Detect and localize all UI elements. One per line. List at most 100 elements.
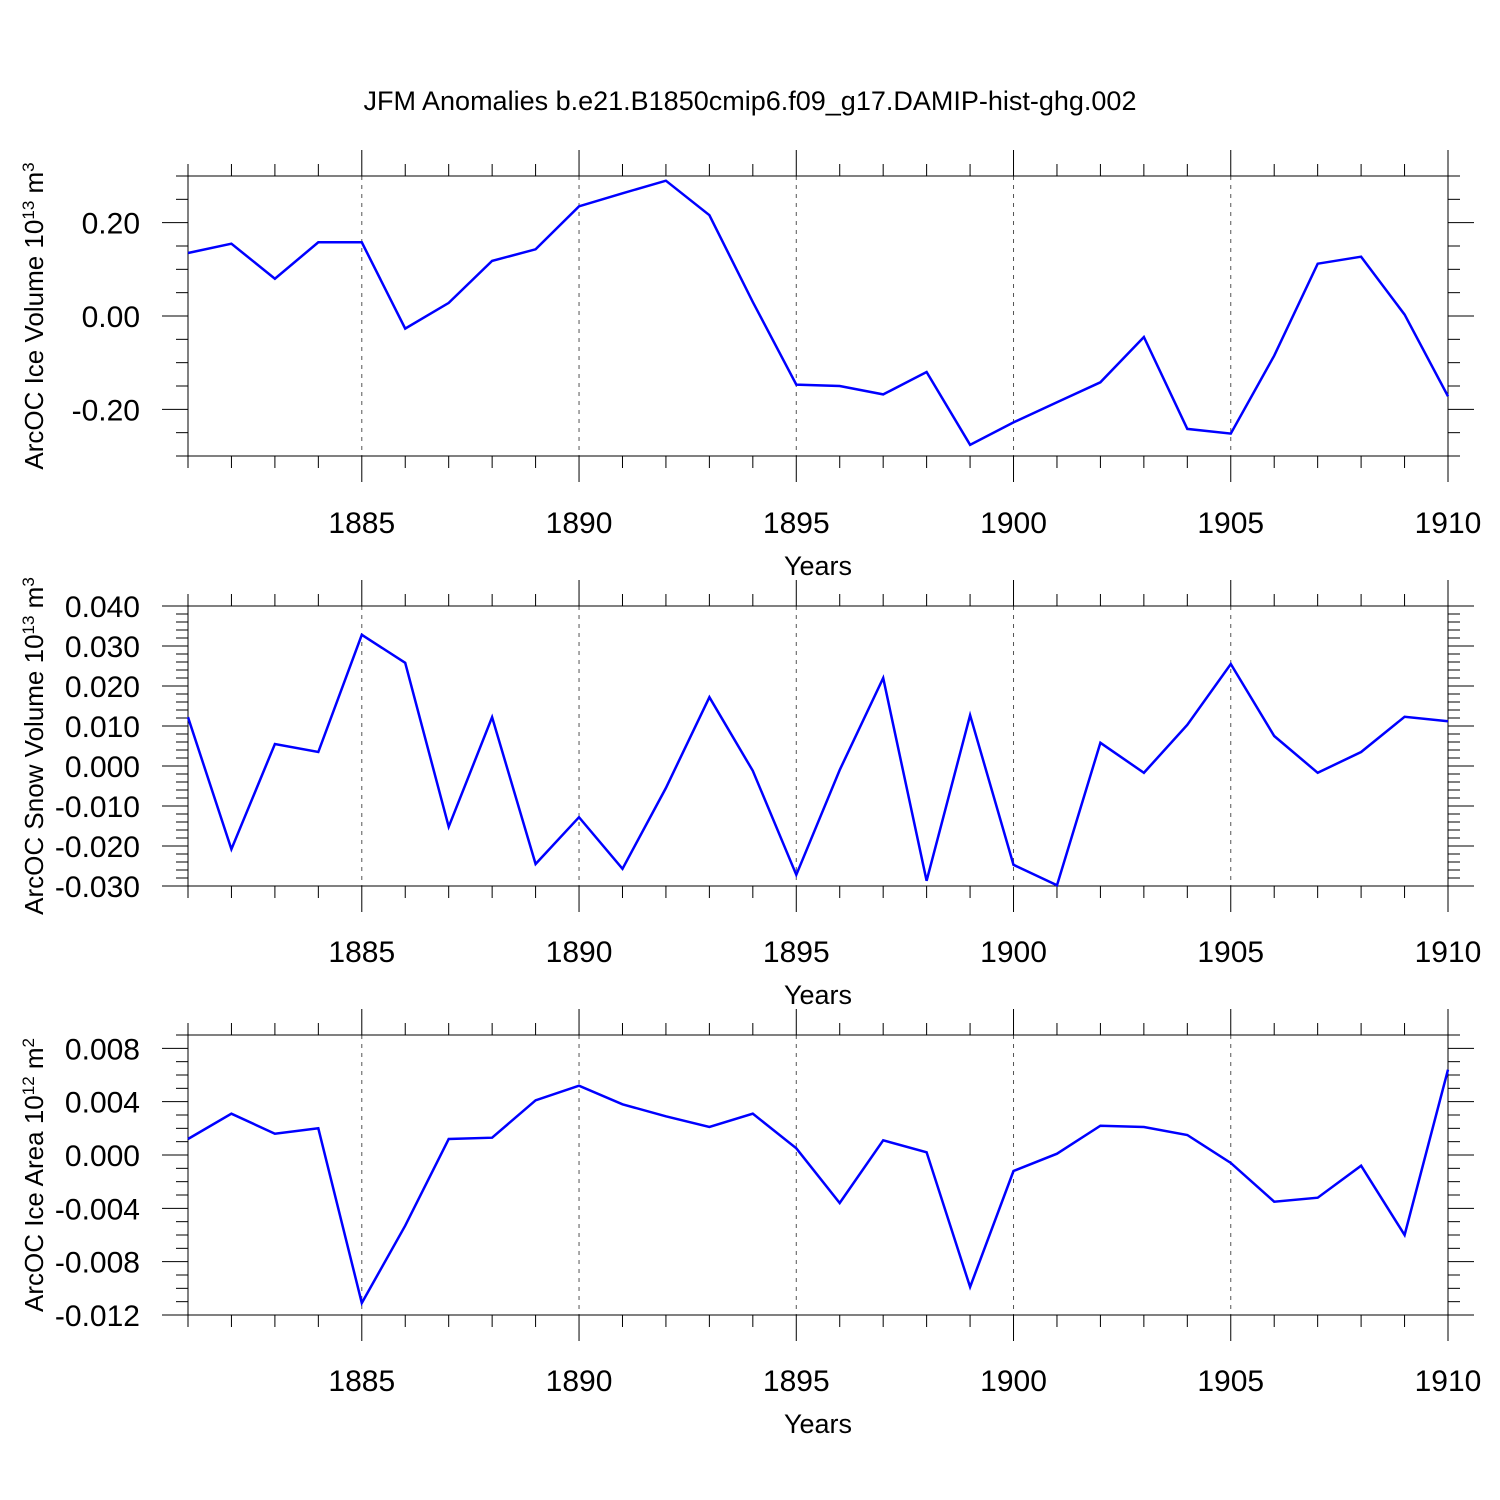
data-point xyxy=(490,259,494,263)
data-point xyxy=(1012,420,1016,424)
y-axis-label: ArcOC Ice Area 1012 m2 xyxy=(19,1038,50,1312)
data-point xyxy=(577,204,581,208)
series-line-ice-volume xyxy=(187,179,1450,447)
x-axis-label: Years xyxy=(784,1409,852,1439)
data-point xyxy=(1185,1133,1189,1137)
y-tick-label: 0.008 xyxy=(65,1033,140,1066)
data-point xyxy=(1403,313,1407,317)
x-tick-label: 1895 xyxy=(763,936,830,969)
x-axis-label: Years xyxy=(784,551,852,581)
x-tick-label: 1910 xyxy=(1415,507,1482,540)
data-point xyxy=(186,715,190,719)
data-point xyxy=(620,191,624,195)
data-point xyxy=(838,384,842,388)
panel-ice-volume: 0.20 0.00 -0.20 1885 1890 1895 1900 1905 1910 Yea… xyxy=(19,150,1482,581)
data-point xyxy=(881,676,885,680)
x-tick-label: 1890 xyxy=(546,1365,613,1398)
data-point xyxy=(403,1224,407,1228)
data-point xyxy=(447,301,451,305)
y-tick-label: -0.012 xyxy=(55,1300,140,1333)
data-point xyxy=(1316,771,1320,775)
data-point xyxy=(534,862,538,866)
data-point xyxy=(316,240,320,244)
data-point xyxy=(1098,1124,1102,1128)
data-point xyxy=(229,242,233,246)
y-tick-label: -0.030 xyxy=(55,871,140,904)
data-point xyxy=(838,1201,842,1205)
y-tick-label: 0.010 xyxy=(65,711,140,744)
data-point xyxy=(229,1112,233,1116)
data-point xyxy=(186,1137,190,1141)
y-tick-label: 0.020 xyxy=(65,671,140,704)
y-tick-label: -0.008 xyxy=(55,1247,140,1280)
x-tick-label: 1905 xyxy=(1197,1365,1264,1398)
x-tick-label: 1900 xyxy=(980,936,1047,969)
data-point xyxy=(664,1114,668,1118)
x-tick-label: 1885 xyxy=(328,507,395,540)
data-point xyxy=(447,1137,451,1141)
data-point xyxy=(794,383,798,387)
panel-ice-area: 0.008 0.004 0.000 -0.004 -0.008 -0.012 1885 189… xyxy=(19,1009,1481,1439)
y-tick-label: 0.20 xyxy=(82,208,140,241)
x-tick-label: 1910 xyxy=(1415,936,1482,969)
data-point xyxy=(794,873,798,877)
data-point xyxy=(403,327,407,331)
x-tick-label: 1900 xyxy=(980,507,1047,540)
plot-frame xyxy=(187,605,1449,887)
series-line-snow-volume xyxy=(186,632,1449,887)
data-point xyxy=(707,1125,711,1129)
data-point xyxy=(1055,400,1059,404)
data-point xyxy=(620,867,624,871)
data-point xyxy=(707,213,711,217)
data-point xyxy=(664,786,668,790)
data-point xyxy=(751,300,755,304)
data-point xyxy=(1272,354,1276,358)
chart-title: JFM Anomalies b.e21.B1850cmip6.f09_g17.D… xyxy=(364,86,1137,116)
x-tick-label: 1895 xyxy=(763,1365,830,1398)
y-tick-label: -0.020 xyxy=(55,831,140,864)
y-tick-label: -0.010 xyxy=(55,791,140,824)
data-point xyxy=(968,1285,972,1289)
data-point xyxy=(1403,715,1407,719)
data-point xyxy=(1229,662,1233,666)
data-point xyxy=(1316,1196,1320,1200)
data-point xyxy=(925,1150,929,1154)
y-tick-label: 0.040 xyxy=(65,591,140,624)
data-point xyxy=(360,633,364,637)
y-tick-label: 0.030 xyxy=(65,631,140,664)
data-point xyxy=(360,1301,364,1305)
data-point xyxy=(1359,1164,1363,1168)
data-point xyxy=(707,695,711,699)
data-point xyxy=(1446,394,1450,398)
data-point xyxy=(1055,1152,1059,1156)
data-point xyxy=(968,443,972,447)
data-point xyxy=(1272,1200,1276,1204)
data-point xyxy=(794,1146,798,1150)
data-point xyxy=(925,879,929,883)
x-tick-label: 1890 xyxy=(546,936,613,969)
plot-frame xyxy=(187,175,1449,457)
x-tick-label: 1905 xyxy=(1197,507,1264,540)
data-point xyxy=(273,277,277,281)
panel-snow-volume: 0.040 0.030 0.020 0.010 0.000 -0.010 -0.020 -0.… xyxy=(19,577,1482,1010)
data-point xyxy=(1403,1233,1407,1237)
data-point xyxy=(1446,719,1450,723)
data-point xyxy=(881,392,885,396)
data-point xyxy=(838,768,842,772)
y-tick-label: -0.004 xyxy=(55,1193,140,1226)
data-point xyxy=(534,1098,538,1102)
x-tick-label: 1900 xyxy=(980,1365,1047,1398)
data-point xyxy=(316,750,320,754)
data-point xyxy=(1359,255,1363,259)
data-point xyxy=(1142,1125,1146,1129)
data-point xyxy=(316,1126,320,1130)
y-tick-label: 0.004 xyxy=(65,1087,140,1120)
data-point xyxy=(1359,750,1363,754)
data-point xyxy=(881,1138,885,1142)
data-point xyxy=(360,240,364,244)
data-point xyxy=(664,179,668,183)
data-point xyxy=(490,715,494,719)
x-tick-label: 1885 xyxy=(328,936,395,969)
data-point xyxy=(447,825,451,829)
